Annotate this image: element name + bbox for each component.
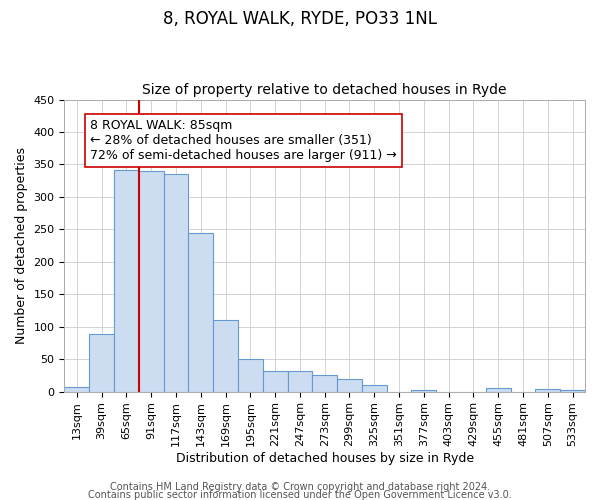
Bar xyxy=(486,388,511,392)
X-axis label: Distribution of detached houses by size in Ryde: Distribution of detached houses by size … xyxy=(176,452,474,465)
Text: 8 ROYAL WALK: 85sqm
← 28% of detached houses are smaller (351)
72% of semi-detac: 8 ROYAL WALK: 85sqm ← 28% of detached ho… xyxy=(91,119,397,162)
Bar xyxy=(560,390,585,392)
Bar xyxy=(114,170,139,392)
Text: Contains HM Land Registry data © Crown copyright and database right 2024.: Contains HM Land Registry data © Crown c… xyxy=(110,482,490,492)
Bar xyxy=(263,371,287,392)
Bar xyxy=(238,359,263,392)
Y-axis label: Number of detached properties: Number of detached properties xyxy=(15,147,28,344)
Bar xyxy=(64,387,89,392)
Bar xyxy=(188,232,213,392)
Bar xyxy=(89,334,114,392)
Bar xyxy=(535,389,560,392)
Bar xyxy=(412,390,436,392)
Bar xyxy=(337,378,362,392)
Bar xyxy=(287,371,313,392)
Bar xyxy=(313,376,337,392)
Text: 8, ROYAL WALK, RYDE, PO33 1NL: 8, ROYAL WALK, RYDE, PO33 1NL xyxy=(163,10,437,28)
Bar xyxy=(362,385,386,392)
Title: Size of property relative to detached houses in Ryde: Size of property relative to detached ho… xyxy=(142,83,507,97)
Bar xyxy=(139,171,164,392)
Bar xyxy=(213,320,238,392)
Text: Contains public sector information licensed under the Open Government Licence v3: Contains public sector information licen… xyxy=(88,490,512,500)
Bar xyxy=(164,174,188,392)
